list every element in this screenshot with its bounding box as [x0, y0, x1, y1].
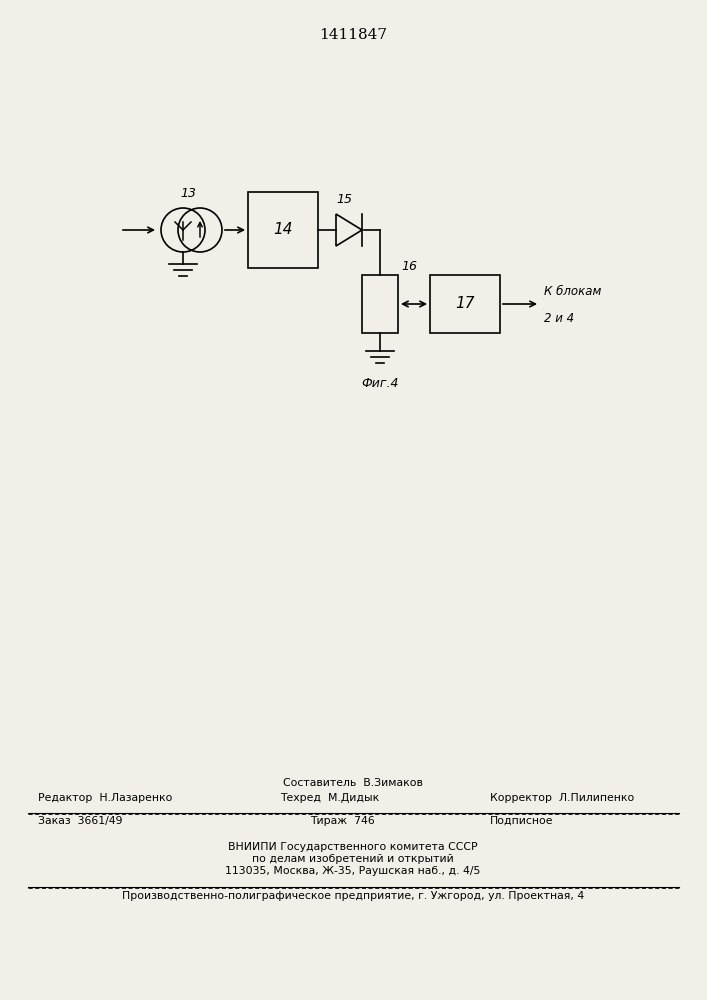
Text: Техред  М.Дидык: Техред М.Дидык: [280, 793, 379, 803]
Bar: [248, 192, 318, 268]
Text: 17: 17: [455, 296, 474, 312]
Bar: [430, 275, 500, 333]
Text: 1411847: 1411847: [319, 28, 387, 42]
Text: К блокам: К блокам: [544, 285, 602, 298]
Bar: [362, 275, 398, 333]
Text: Заказ  3661/49: Заказ 3661/49: [38, 816, 122, 826]
Text: 14: 14: [273, 223, 293, 237]
Text: по делам изобретений и открытий: по делам изобретений и открытий: [252, 854, 454, 864]
Text: 2 и 4: 2 и 4: [544, 312, 574, 325]
Text: Подписное: Подписное: [490, 816, 554, 826]
Text: 16: 16: [401, 260, 417, 273]
Text: 15: 15: [336, 193, 352, 206]
Text: Редактор  Н.Лазаренко: Редактор Н.Лазаренко: [38, 793, 173, 803]
Text: 13: 13: [180, 187, 196, 200]
Text: Фиг.4: Фиг.4: [361, 377, 399, 390]
Text: Производственно-полиграфическое предприятие, г. Ужгород, ул. Проектная, 4: Производственно-полиграфическое предприя…: [122, 891, 584, 901]
Text: Составитель  В.Зимаков: Составитель В.Зимаков: [283, 778, 423, 788]
Text: ВНИИПИ Государственного комитета СССР: ВНИИПИ Государственного комитета СССР: [228, 842, 478, 852]
Text: Корректор  Л.Пилипенко: Корректор Л.Пилипенко: [490, 793, 634, 803]
Text: 113035, Москва, Ж-35, Раушская наб., д. 4/5: 113035, Москва, Ж-35, Раушская наб., д. …: [226, 866, 481, 876]
Text: Тираж  746: Тираж 746: [310, 816, 375, 826]
